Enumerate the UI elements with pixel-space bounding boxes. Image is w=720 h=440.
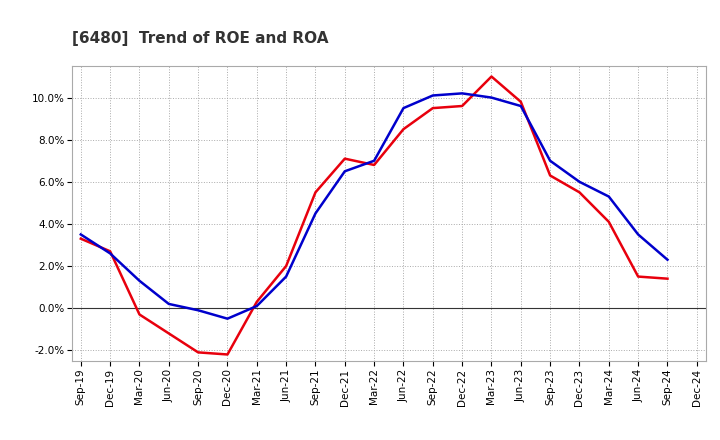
Text: [6480]  Trend of ROE and ROA: [6480] Trend of ROE and ROA <box>72 31 328 46</box>
